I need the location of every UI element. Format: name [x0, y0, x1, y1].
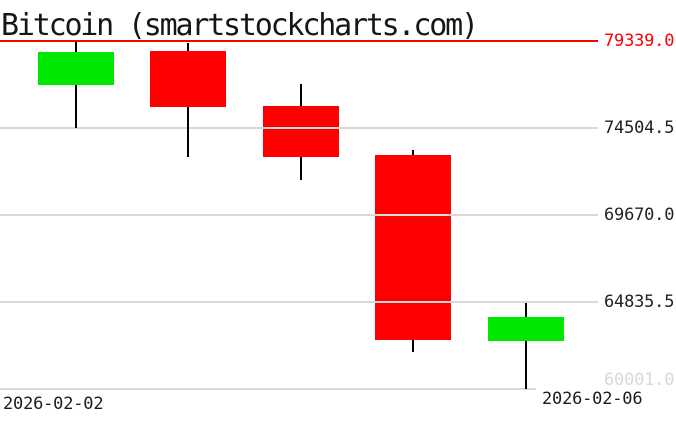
candle-upper-wick — [299, 83, 302, 106]
candle-lower-wick — [524, 340, 527, 389]
candle-lower-wick — [74, 84, 77, 128]
price-axis-label: 64835.5 — [604, 292, 675, 312]
x-axis-label-start: 2026-02-02 — [3, 394, 104, 414]
candle-body — [262, 105, 339, 157]
candle-body — [150, 50, 227, 107]
candle-lower-wick — [187, 106, 190, 157]
price-gridline — [0, 214, 598, 216]
chart-title: Bitcoin (smartstockcharts.com) — [1, 8, 479, 43]
price-gridline — [0, 127, 598, 129]
candle-upper-wick — [524, 302, 527, 317]
x-axis-label-end: 2026-02-06 — [536, 387, 647, 409]
price-gridline — [0, 301, 598, 303]
price-gridline — [0, 388, 598, 390]
candle-body — [487, 316, 564, 341]
candle-lower-wick — [412, 339, 415, 352]
candle-body — [37, 51, 114, 85]
candle-body — [375, 154, 452, 340]
price-axis-label: 79339.0 — [604, 31, 675, 51]
price-axis-label: 60001.0 — [604, 370, 675, 390]
candle-upper-wick — [187, 42, 190, 51]
candle-upper-wick — [412, 149, 415, 155]
price-axis-label: 74504.5 — [604, 118, 675, 138]
last-price-line — [0, 40, 598, 42]
candle-upper-wick — [74, 41, 77, 52]
price-axis-label: 69670.0 — [604, 205, 675, 225]
candle-lower-wick — [299, 156, 302, 180]
